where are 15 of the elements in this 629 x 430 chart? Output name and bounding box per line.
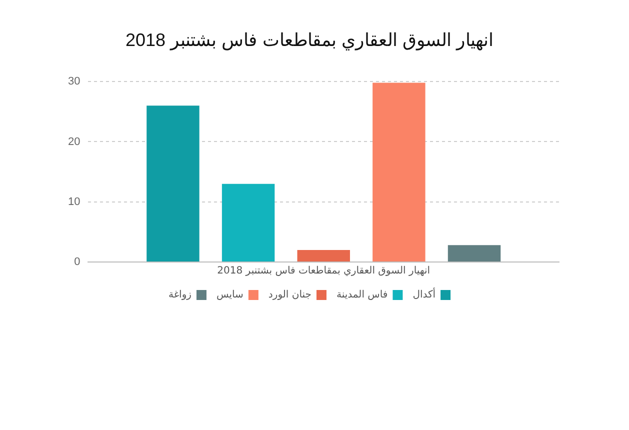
y-tick-label: 10	[68, 196, 80, 208]
bar	[448, 245, 501, 262]
y-tick-label: 20	[68, 136, 80, 148]
chart-title: انهيار السوق العقاري بمقاطعات فاس بشتنبر 2018	[125, 30, 494, 51]
legend-label: أكدال	[412, 288, 436, 301]
legend-label: زواغة	[168, 290, 192, 301]
legend-label: فاس المدينة	[336, 290, 388, 301]
legend-label: جنان الورد	[268, 290, 312, 301]
bar	[297, 250, 350, 262]
legend-label: سايس	[216, 290, 244, 301]
bar	[146, 106, 200, 262]
y-tick-label: 0	[74, 256, 80, 268]
bar	[372, 82, 426, 262]
bar	[222, 184, 275, 262]
y-tick-label: 30	[68, 76, 80, 88]
